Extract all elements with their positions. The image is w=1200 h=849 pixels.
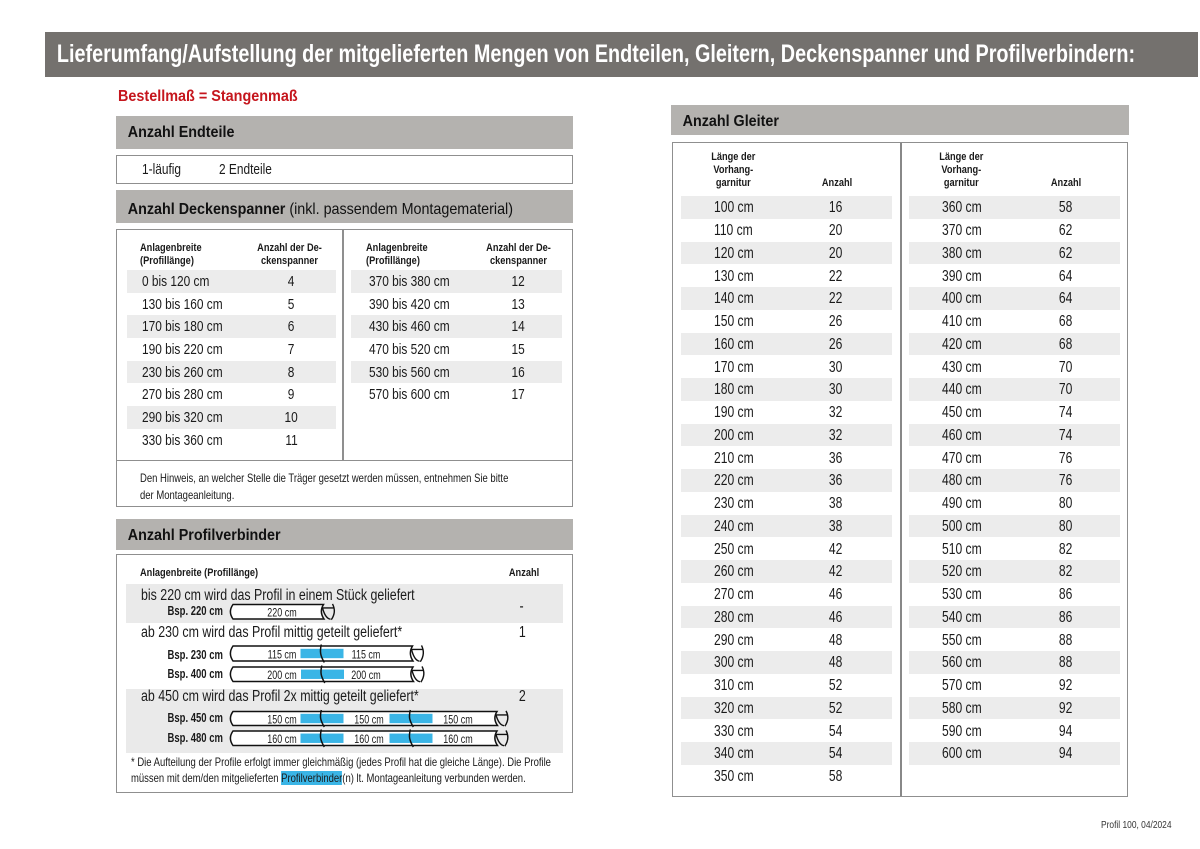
svg-text:200 cm: 200 cm [267,670,296,682]
svg-text:160 cm: 160 cm [443,734,472,746]
svg-text:115 cm: 115 cm [352,649,381,661]
svg-text:160 cm: 160 cm [354,734,383,746]
svg-text:160 cm: 160 cm [267,734,296,746]
svg-text:220 cm: 220 cm [267,608,296,620]
svg-text:115 cm: 115 cm [268,649,297,661]
svg-text:150 cm: 150 cm [267,714,296,726]
svg-text:200 cm: 200 cm [351,670,380,682]
svg-text:150 cm: 150 cm [443,714,472,726]
svg-text:150 cm: 150 cm [354,714,383,726]
